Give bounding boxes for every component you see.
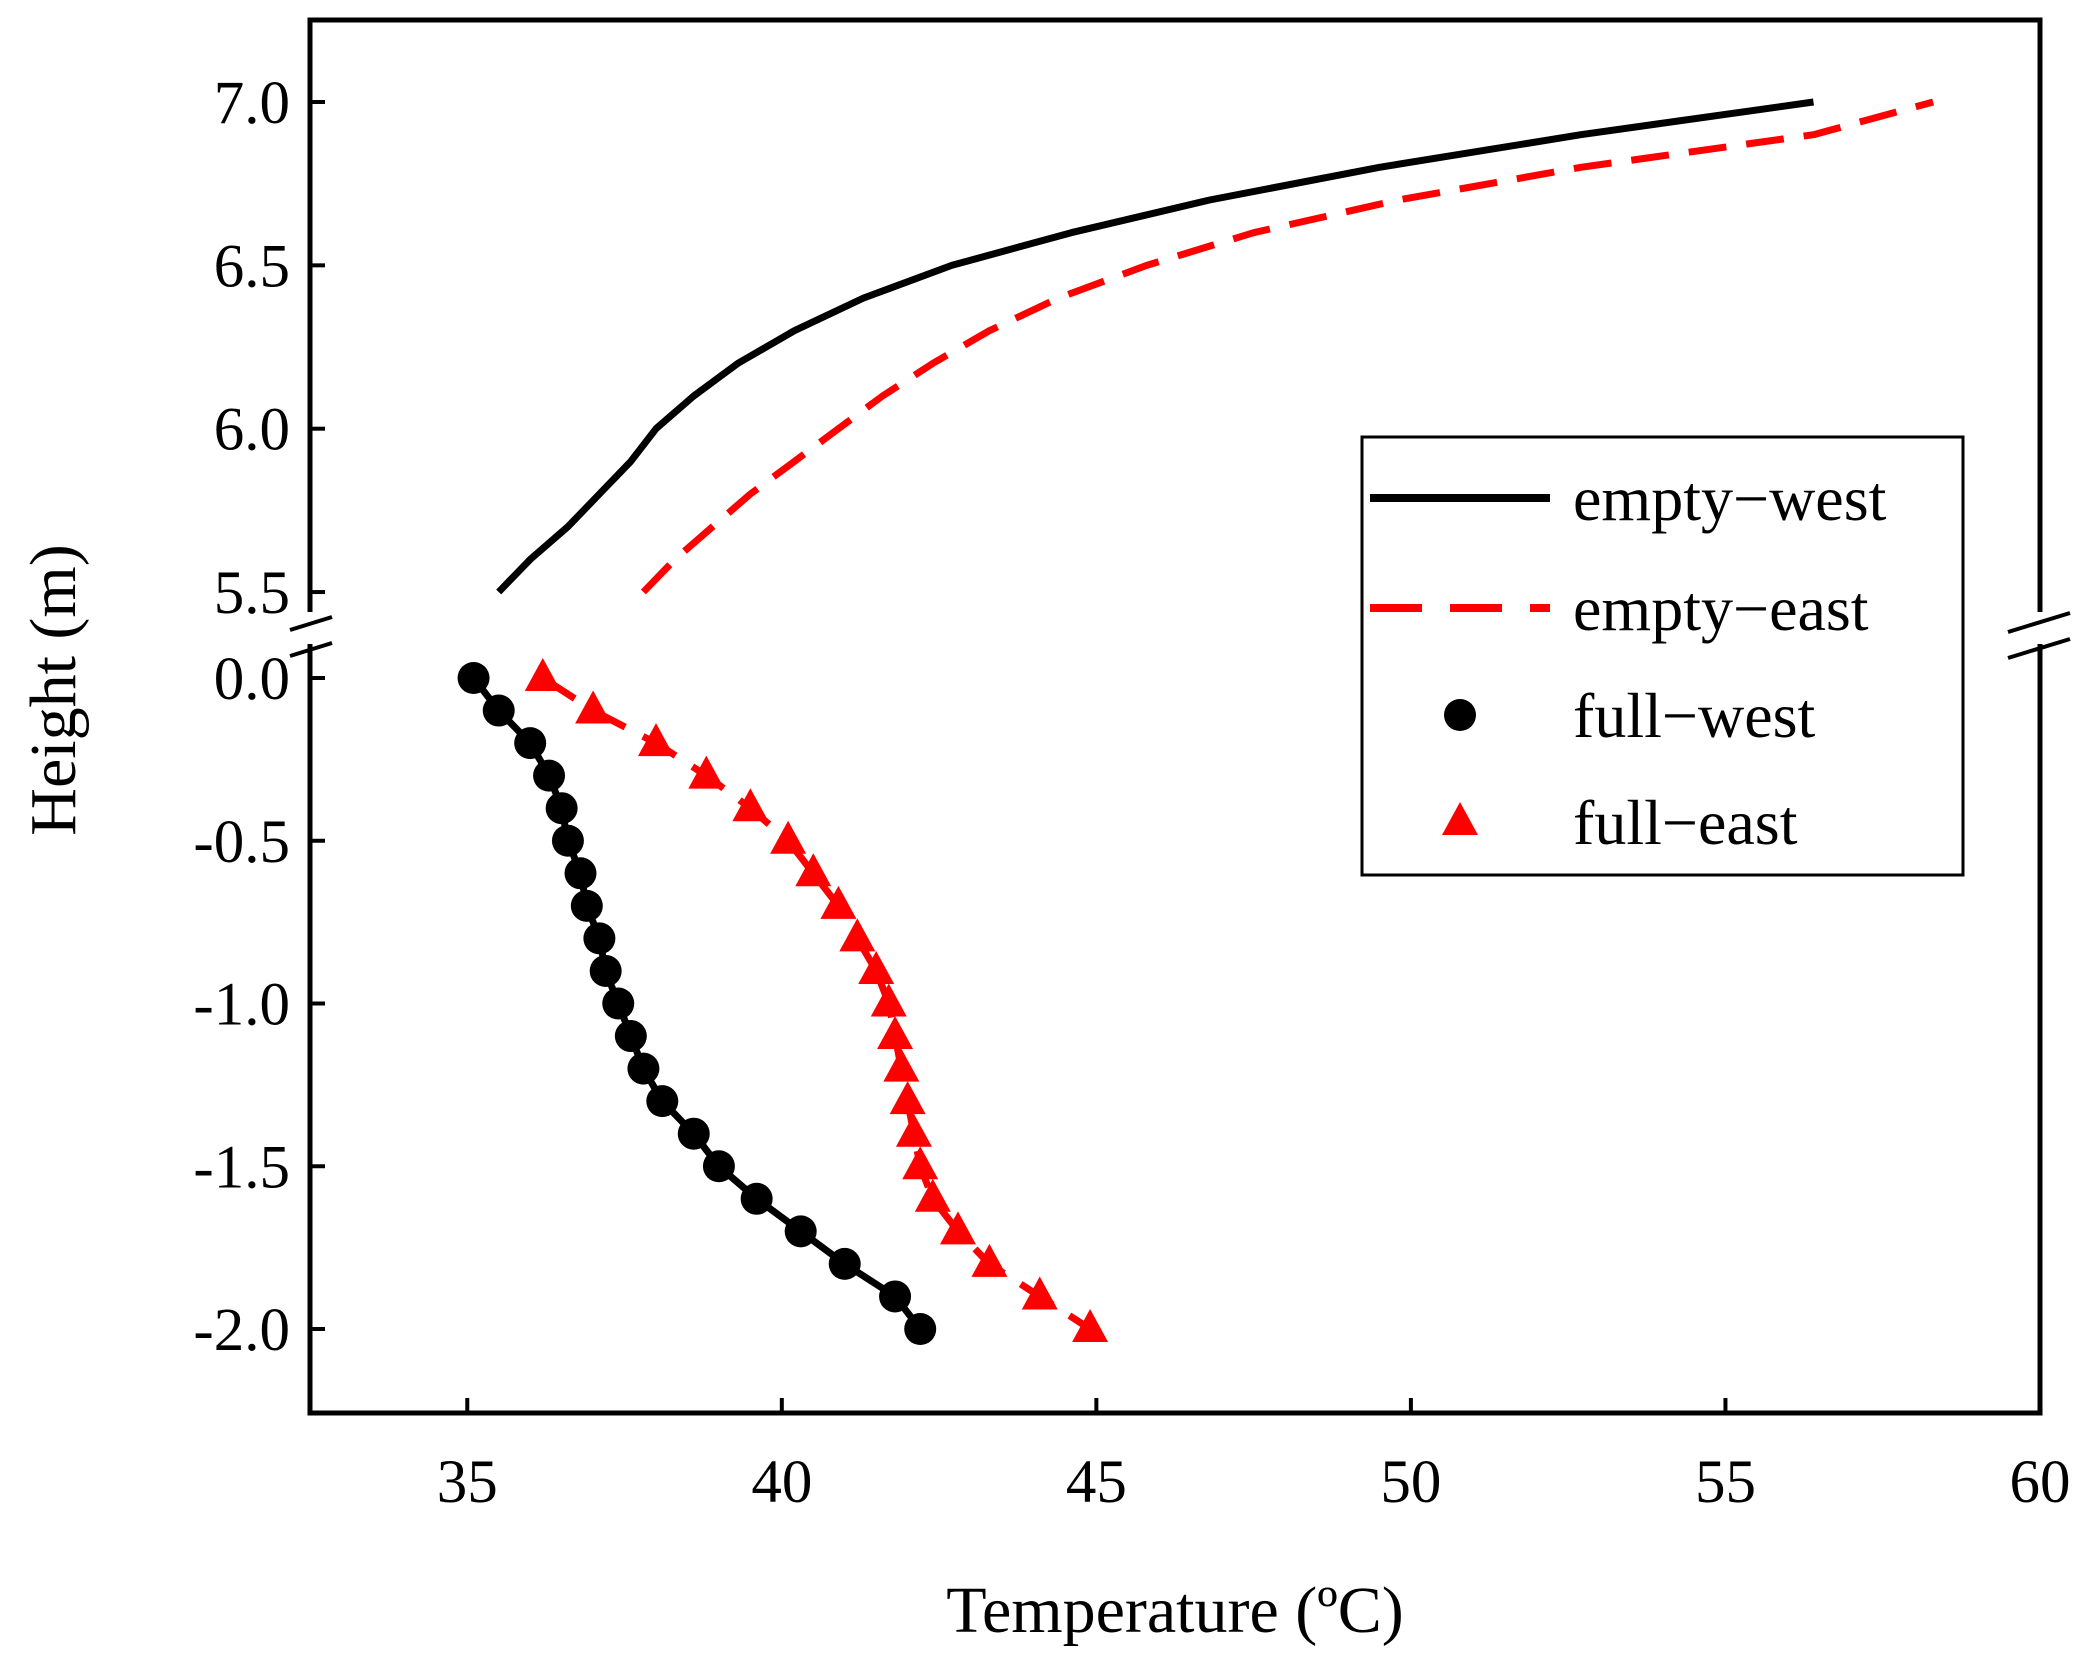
series-layer <box>457 98 1935 1345</box>
y-tick-label: -1.5 <box>193 1134 290 1201</box>
y-tick-label: 0.0 <box>214 646 290 713</box>
x-tick-label: 60 <box>2010 1449 2071 1516</box>
data-point-circle <box>646 1085 679 1118</box>
data-point-triangle <box>883 1048 920 1082</box>
y-tick-label: -0.5 <box>193 809 290 876</box>
data-point-circle <box>570 889 603 922</box>
data-point-triangle <box>688 755 725 789</box>
data-point-triangle <box>889 1081 926 1115</box>
legend-marker-circle <box>1444 699 1476 731</box>
data-point-triangle <box>895 1113 932 1147</box>
data-point-circle <box>879 1280 912 1313</box>
y-axis: 7.0 6.5 6.0 5.5 0.0 -0.5 -1.0 -1.5 -2.0 <box>193 70 325 1364</box>
y-tick-label: -1.0 <box>193 972 290 1039</box>
data-point-triangle <box>575 690 612 724</box>
data-point-triangle <box>820 885 857 919</box>
legend-label-0: empty−west <box>1573 463 1887 534</box>
data-point-triangle <box>770 820 807 854</box>
data-point-circle <box>740 1182 773 1215</box>
data-point-circle <box>583 922 616 955</box>
data-point-circle <box>602 987 635 1020</box>
data-point-triangle <box>839 918 876 952</box>
data-point-triangle <box>914 1178 951 1212</box>
data-point-circle <box>545 792 578 825</box>
data-point-circle <box>784 1215 817 1248</box>
x-tick-label: 50 <box>1380 1449 1441 1516</box>
data-point-triangle <box>795 853 832 887</box>
data-point-circle <box>514 727 547 760</box>
x-tick-label: 40 <box>751 1449 812 1516</box>
data-point-circle <box>589 954 622 987</box>
axis-break-left <box>289 612 333 658</box>
data-point-circle <box>564 857 597 890</box>
legend-label-2: full−west <box>1573 680 1816 751</box>
data-point-triangle <box>732 788 769 822</box>
axis-break-right <box>2007 611 2071 660</box>
data-point-triangle <box>638 723 674 757</box>
series-line-0 <box>496 98 1814 595</box>
legend-label-1: empty−east <box>1573 573 1869 644</box>
data-point-triangle <box>858 950 895 984</box>
legend: empty−west empty−east full−west full−east <box>1360 435 1965 877</box>
data-point-triangle <box>1021 1276 1058 1310</box>
series-line-1 <box>640 98 1935 595</box>
y-axis-title: Height (m) <box>17 544 90 835</box>
data-point-circle <box>677 1117 710 1150</box>
data-point-circle <box>702 1150 735 1183</box>
x-tick-label: 45 <box>1066 1449 1127 1516</box>
x-tick-label: 35 <box>437 1449 498 1516</box>
legend-label-3: full−east <box>1573 787 1798 858</box>
data-point-triangle <box>524 658 561 691</box>
data-point-triangle <box>971 1243 1008 1277</box>
data-point-circle <box>614 1020 647 1053</box>
data-point-circle <box>828 1247 861 1280</box>
legend-marker-triangle <box>1442 802 1478 835</box>
data-point-triangle <box>877 1016 914 1050</box>
plot-frame <box>307 17 2043 1416</box>
data-point-circle <box>457 662 490 694</box>
legend-box <box>1360 435 1965 877</box>
x-axis: 35 40 45 50 55 60 <box>437 1398 2071 1516</box>
x-tick-label: 55 <box>1695 1449 1756 1516</box>
data-point-circle <box>482 694 515 727</box>
data-point-triangle <box>1072 1309 1109 1342</box>
data-point-circle <box>551 824 584 857</box>
data-point-triangle <box>902 1146 939 1180</box>
y-tick-label: 7.0 <box>214 70 290 137</box>
y-tick-label: 5.5 <box>214 560 290 627</box>
y-tick-label: 6.5 <box>214 233 290 300</box>
data-point-triangle <box>870 983 907 1017</box>
y-tick-label: -2.0 <box>193 1297 290 1364</box>
data-point-triangle <box>939 1211 976 1245</box>
data-point-circle <box>904 1313 937 1345</box>
x-axis-title: Temperature (ºC) <box>946 1574 1403 1647</box>
y-tick-label: 6.0 <box>214 397 290 464</box>
data-point-circle <box>627 1052 660 1085</box>
data-point-circle <box>533 759 566 792</box>
